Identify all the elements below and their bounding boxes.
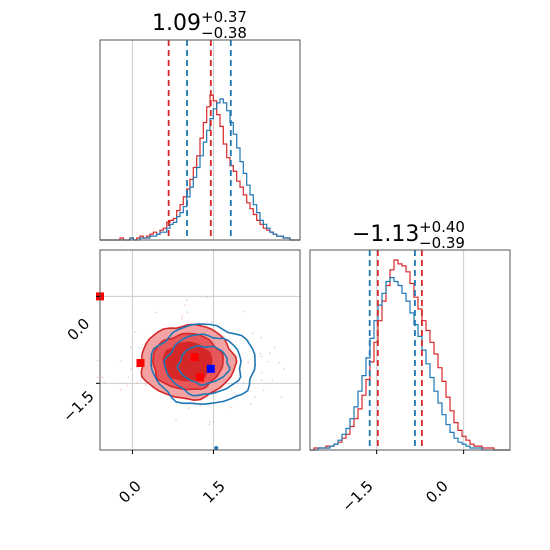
sample-point [261, 371, 263, 374]
sample-point [126, 384, 129, 387]
sample-point [139, 379, 142, 382]
contour-b-level-3 [176, 345, 231, 386]
sample-point [262, 389, 265, 392]
marker-3 [136, 359, 145, 367]
title-param-1-upper: +0.37 [201, 8, 247, 26]
sample-point [103, 381, 106, 383]
marker-0 [190, 353, 199, 362]
sample-point [242, 382, 245, 384]
sample-point [186, 311, 189, 313]
sample-point [130, 368, 133, 370]
sample-point [252, 332, 254, 335]
title-param-2: −1.13 +0.40 −0.39 [352, 218, 465, 252]
x-tick-label-0: 0.0 [115, 477, 145, 507]
title-param-1: 1.09 +0.37 −0.38 [152, 8, 247, 42]
sample-point [243, 310, 246, 313]
sample-point [235, 393, 238, 396]
sample-point [247, 361, 250, 363]
x-tick-label-1: 1.5 [199, 477, 229, 507]
sample-point [271, 379, 274, 382]
histogram-panel-param-2 [309, 249, 511, 454]
sample-point [188, 407, 190, 409]
sample-point [280, 396, 283, 399]
x2-tick-label-1: 0.0 [422, 477, 452, 507]
sample-point [260, 336, 262, 339]
sample-point [175, 418, 177, 421]
sample-point [283, 368, 285, 370]
sample-point [278, 361, 281, 364]
histogram-panel-param-1 [99, 39, 301, 241]
sample-point [269, 352, 271, 355]
sample-point [181, 317, 183, 320]
sample-point [254, 396, 256, 398]
marker-2 [206, 364, 215, 373]
marker-1 [196, 373, 204, 382]
density-panel [96, 249, 301, 454]
histogram-a-param-2 [310, 259, 510, 451]
title-param-2-lower: −0.39 [419, 234, 465, 252]
sample-point [185, 299, 188, 301]
sample-point [210, 320, 213, 323]
sample-point [127, 376, 130, 378]
sample-point [184, 304, 187, 306]
sample-point [233, 392, 236, 395]
sample-point [208, 423, 211, 426]
sample-point [138, 346, 141, 349]
histogram-frame-param-1 [99, 39, 301, 241]
title-param-1-lower: −0.38 [201, 24, 247, 42]
title-param-2-median: −1.13 [352, 222, 419, 247]
y-tick-label-0: 0.0 [64, 315, 94, 345]
sample-point [134, 331, 137, 333]
title-param-2-upper: +0.40 [419, 218, 465, 236]
histogram-b-param-2 [310, 277, 510, 451]
sample-point [119, 388, 122, 391]
sample-point [209, 421, 211, 423]
sample-point [259, 352, 262, 355]
y-tick-label-1: −1.5 [59, 387, 97, 425]
contour-b-level-2 [163, 333, 242, 397]
histogram-b-param-1 [100, 98, 300, 241]
sample-point [206, 296, 209, 298]
title-param-1-median: 1.09 [152, 11, 201, 36]
sample-point [260, 379, 263, 382]
sample-point-edge [214, 446, 219, 450]
sample-point [136, 381, 139, 384]
sample-point [119, 360, 122, 363]
sample-point [130, 346, 132, 349]
sample-point [101, 376, 104, 379]
sample-point [260, 355, 263, 358]
contour-b-level-1 [150, 323, 256, 406]
sample-point [181, 315, 184, 317]
sample-point [230, 406, 233, 409]
sample-point [96, 376, 99, 379]
sample-point [144, 384, 147, 386]
sample-point [96, 359, 99, 362]
sample-point [250, 403, 252, 406]
density-frame [99, 249, 301, 451]
sample-point [267, 360, 270, 363]
histogram-frame-param-2 [309, 249, 511, 451]
sample-point [155, 311, 158, 314]
sample-point [273, 346, 276, 349]
x2-tick-label-0: −1.5 [338, 477, 376, 515]
